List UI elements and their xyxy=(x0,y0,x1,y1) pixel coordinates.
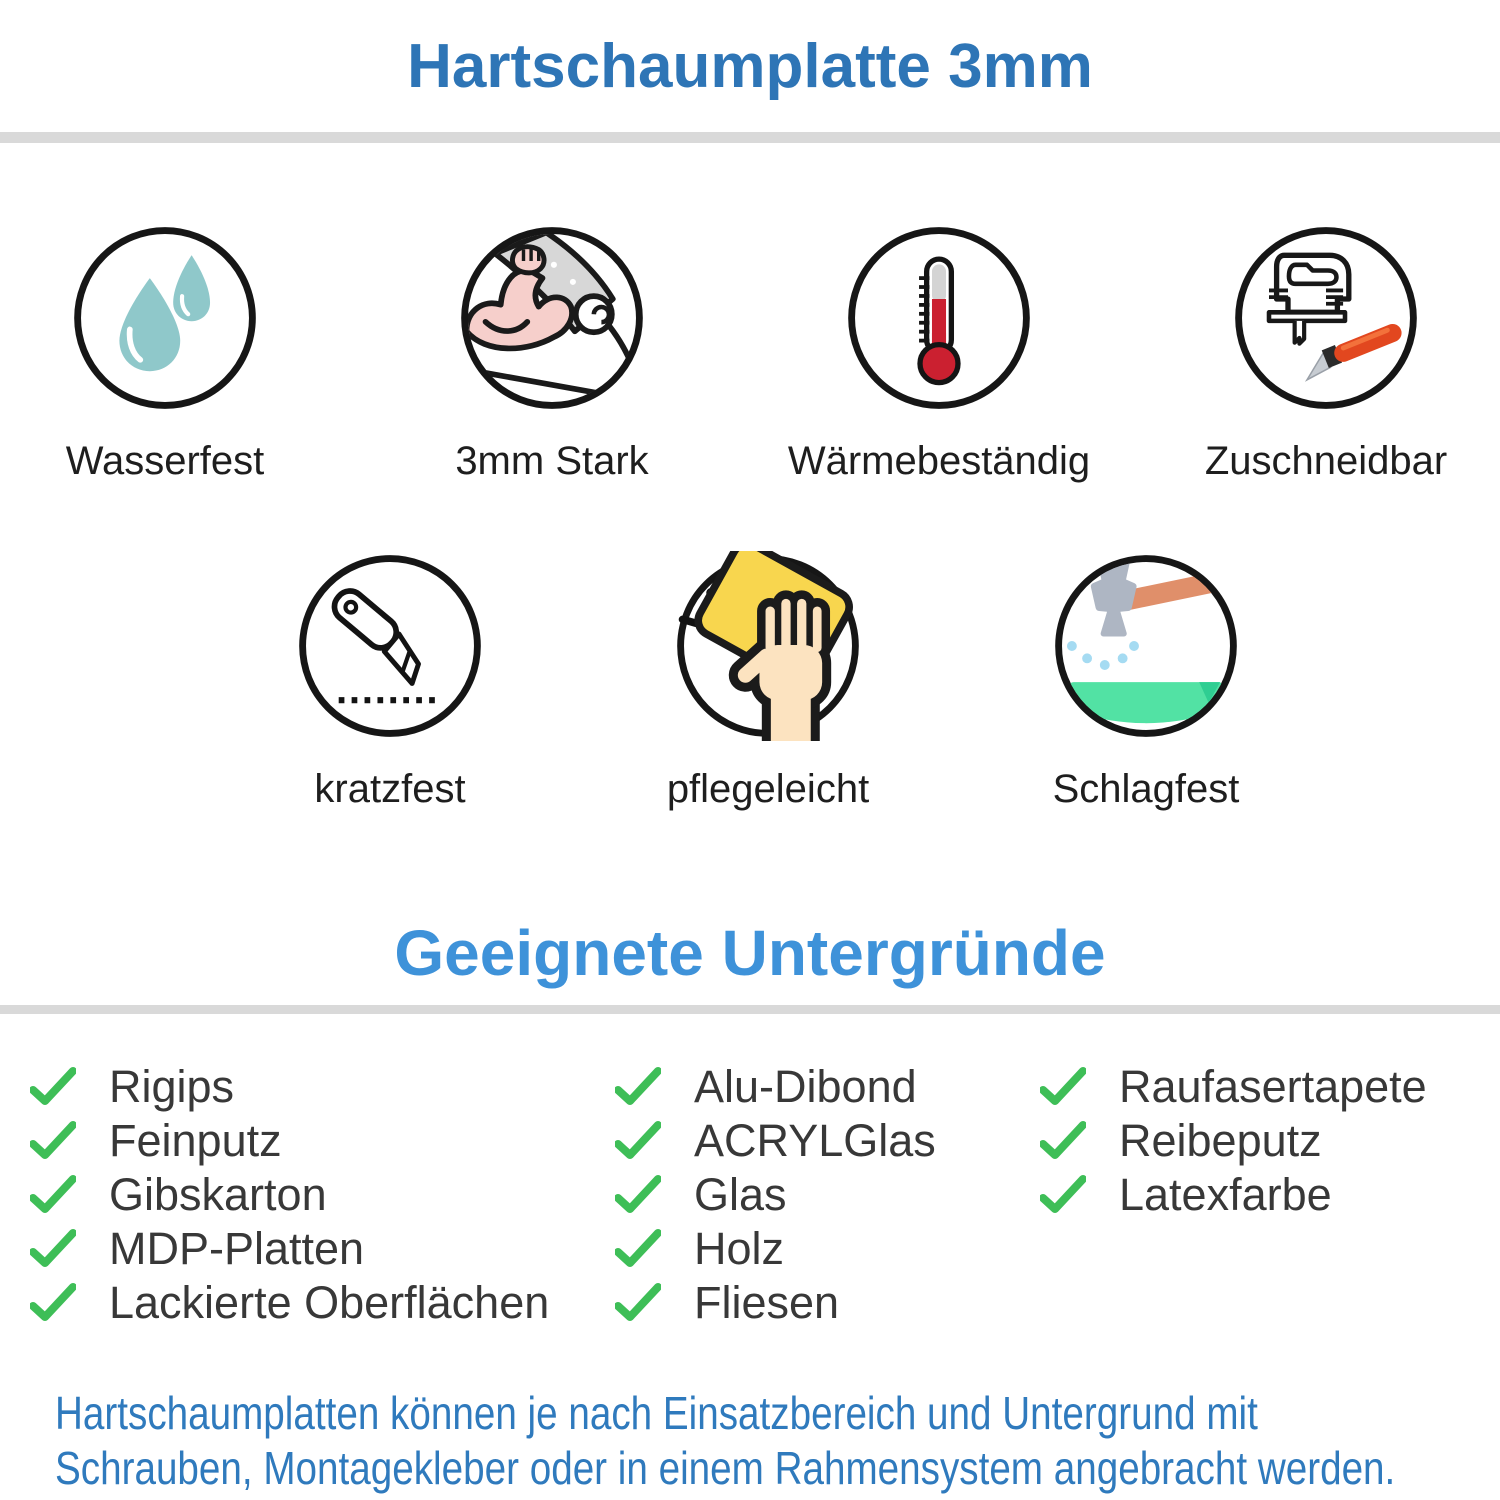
wiping-hand-icon xyxy=(673,551,863,741)
substrate-item: Reibeputz xyxy=(1040,1114,1500,1168)
divider-top xyxy=(0,132,1500,143)
feature-impact-resistant: Schlagfest xyxy=(991,551,1301,813)
divider-substrates xyxy=(0,1005,1500,1014)
mounting-note: Hartschaumplatten können je nach Einsatz… xyxy=(55,1386,1500,1496)
substrate-item: MDP-Platten xyxy=(30,1222,615,1276)
feature-thickness: 3mm Stark xyxy=(397,223,707,485)
substrate-label: Gibskarton xyxy=(109,1169,327,1220)
utility-knife-icon xyxy=(295,551,485,741)
check-icon xyxy=(30,1175,76,1215)
water-drops-icon xyxy=(70,223,260,413)
substrate-label: ACRYLGlas xyxy=(694,1115,936,1166)
substrate-item: ACRYLGlas xyxy=(615,1114,1040,1168)
check-icon xyxy=(1040,1175,1086,1215)
feature-label: 3mm Stark xyxy=(455,439,649,483)
substrate-item: Fliesen xyxy=(615,1276,1040,1330)
substrate-item: Raufasertapete xyxy=(1040,1060,1500,1114)
substrate-label: Fliesen xyxy=(694,1277,840,1328)
substrates-list: Rigips Feinputz Gibskarton MDP-Platten L… xyxy=(0,1060,1500,1330)
substrate-label: Holz xyxy=(694,1223,785,1274)
check-icon xyxy=(615,1175,661,1215)
feature-label: kratzfest xyxy=(314,767,466,811)
substrate-item: Alu-Dibond xyxy=(615,1060,1040,1114)
check-icon xyxy=(1040,1121,1086,1161)
mounting-note-line: Hartschaumplatten können je nach Einsatz… xyxy=(55,1387,1258,1439)
check-icon xyxy=(30,1229,76,1269)
mounting-note-line: Schrauben, Montagekleber oder in einem R… xyxy=(55,1442,1396,1494)
thermometer-icon xyxy=(844,223,1034,413)
jigsaw-and-knife-icon xyxy=(1231,223,1421,413)
substrate-item: Holz xyxy=(615,1222,1040,1276)
substrate-item: Glas xyxy=(615,1168,1040,1222)
substrate-label: MDP-Platten xyxy=(109,1223,365,1274)
section-title-substrates: Geeignete Untergründe xyxy=(394,917,1106,989)
substrates-column-2: Alu-Dibond ACRYLGlas Glas Holz Fliesen xyxy=(615,1060,1040,1330)
check-icon xyxy=(615,1121,661,1161)
substrate-item: Lackierte Oberflächen xyxy=(30,1276,615,1330)
substrate-label: Lackierte Oberflächen xyxy=(109,1277,550,1328)
page-title: Hartschaumplatte 3mm xyxy=(407,32,1093,101)
substrate-label: Reibeputz xyxy=(1119,1115,1322,1166)
check-icon xyxy=(615,1067,661,1107)
feature-waterproof: Wasserfest xyxy=(10,223,320,485)
flexed-arm-roll-icon xyxy=(457,223,647,413)
check-icon xyxy=(615,1283,661,1323)
substrates-column-1: Rigips Feinputz Gibskarton MDP-Platten L… xyxy=(30,1060,615,1330)
feature-scratchproof: kratzfest xyxy=(235,551,545,813)
substrate-label: Latexfarbe xyxy=(1119,1169,1332,1220)
feature-cuttable: Zuschneidbar xyxy=(1171,223,1481,485)
features-row-1: Wasserfest xyxy=(0,223,1500,485)
feature-label: Zuschneidbar xyxy=(1204,439,1448,483)
substrate-label: Glas xyxy=(694,1169,787,1220)
features-row-2: kratzfest xyxy=(0,551,1500,813)
check-icon xyxy=(30,1283,76,1323)
substrate-item: Rigips xyxy=(30,1060,615,1114)
substrate-item: Gibskarton xyxy=(30,1168,615,1222)
substrate-label: Alu-Dibond xyxy=(694,1061,917,1112)
substrate-label: Raufasertapete xyxy=(1119,1061,1427,1112)
substrates-column-3: Raufasertapete Reibeputz Latexfarbe xyxy=(1040,1060,1500,1330)
substrate-label: Rigips xyxy=(109,1061,235,1112)
feature-label: Wärmebeständig xyxy=(787,439,1091,483)
hammer-impact-icon xyxy=(1051,551,1241,741)
feature-label: pflegeleicht xyxy=(666,767,870,811)
feature-label: Schlagfest xyxy=(1052,767,1240,811)
feature-heat-resistant: Wärmebeständig xyxy=(784,223,1094,485)
check-icon xyxy=(30,1067,76,1107)
feature-easy-care: pflegeleicht xyxy=(613,551,923,813)
check-icon xyxy=(1040,1067,1086,1107)
substrate-item: Feinputz xyxy=(30,1114,615,1168)
substrate-label: Feinputz xyxy=(109,1115,282,1166)
check-icon xyxy=(615,1229,661,1269)
feature-label: Wasserfest xyxy=(65,439,265,483)
check-icon xyxy=(30,1121,76,1161)
substrate-item: Latexfarbe xyxy=(1040,1168,1500,1222)
